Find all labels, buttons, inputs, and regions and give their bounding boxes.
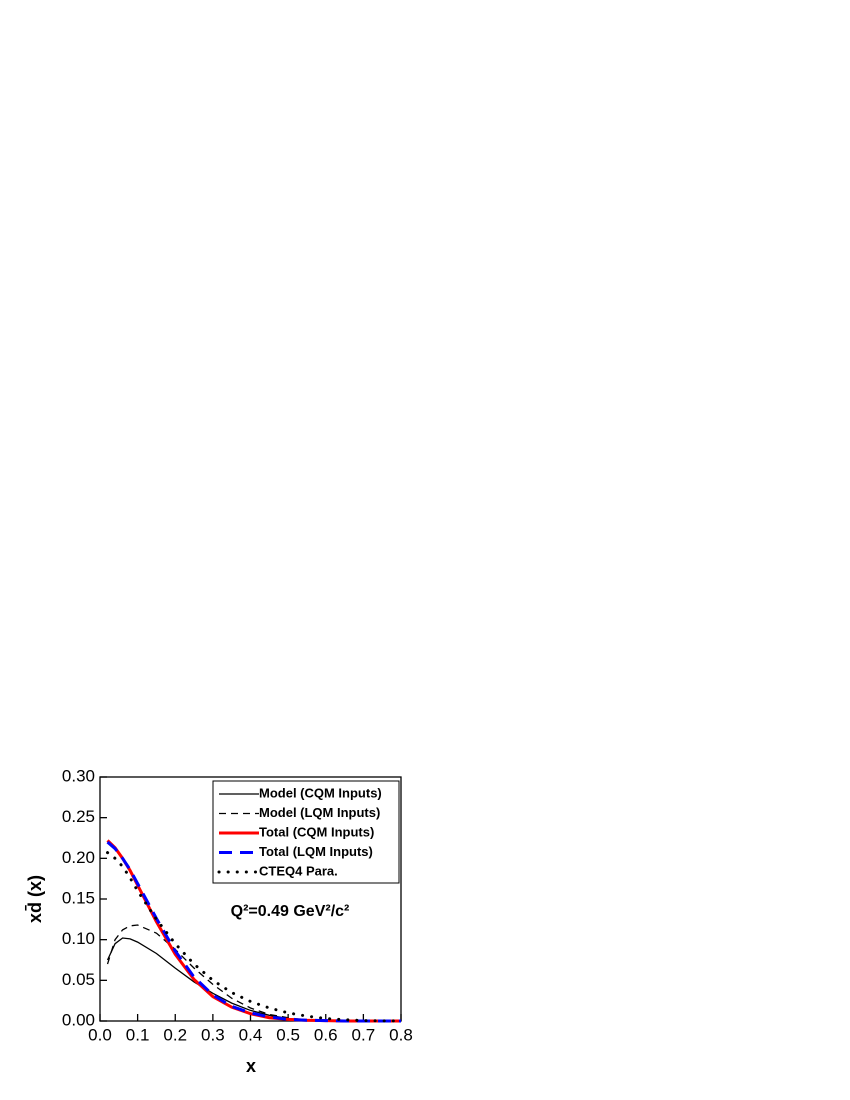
y-tick-label: 0.10	[62, 929, 95, 948]
x-tick-label: 0.0	[88, 1025, 112, 1044]
legend-label: CTEQ4 Para.	[259, 863, 338, 878]
y-tick-label: 0.20	[62, 848, 95, 867]
x-tick-label: 0.5	[276, 1025, 300, 1044]
x-tick-label: 0.2	[163, 1025, 187, 1044]
legend-label: Model (LQM Inputs)	[259, 805, 380, 820]
y-tick-label: 0.30	[62, 766, 95, 785]
series-line	[106, 851, 403, 1023]
legend-label: Total (CQM Inputs)	[259, 824, 374, 839]
annotation: Q²=0.49 GeV²/c²	[231, 903, 350, 920]
y-tick-label: 0.05	[62, 970, 95, 989]
x-tick-label: 0.1	[126, 1025, 150, 1044]
x-axis-title: x	[246, 1056, 256, 1076]
x-tick-label: 0.6	[314, 1025, 338, 1044]
x-tick-label: 0.3	[201, 1025, 225, 1044]
y-axis-title: xd̄ (x)	[25, 875, 45, 923]
x-tick-label: 0.4	[239, 1025, 263, 1044]
series-line	[106, 937, 401, 1022]
legend-label: Total (LQM Inputs)	[259, 844, 373, 859]
y-tick-label: 0.15	[62, 888, 95, 907]
series-line	[106, 840, 401, 1023]
x-tick-label: 0.7	[352, 1025, 376, 1044]
legend-label: Model (CQM Inputs)	[259, 785, 382, 800]
y-tick-label: 0.25	[62, 807, 95, 826]
x-tick-label: 0.8	[389, 1025, 413, 1044]
series-line	[106, 924, 401, 1022]
y-tick-label: 0.00	[62, 1010, 95, 1029]
